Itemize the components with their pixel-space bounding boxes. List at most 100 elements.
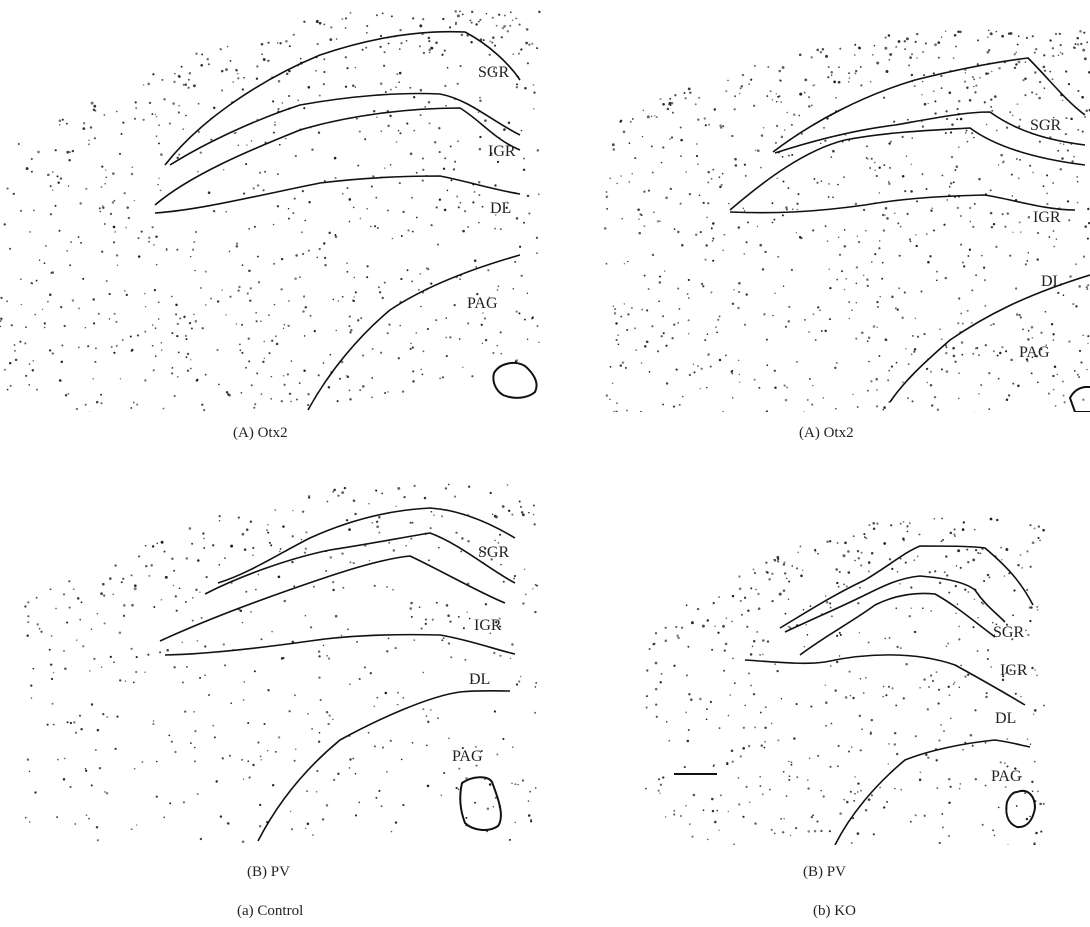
- cell-dot: [737, 359, 740, 362]
- cell-dot: [960, 341, 964, 344]
- cell-dot: [346, 187, 349, 190]
- cell-dot: [302, 252, 305, 256]
- cell-dot: [26, 634, 29, 637]
- cell-dot: [47, 173, 50, 177]
- cell-dot: [241, 621, 244, 624]
- cell-dot: [910, 73, 914, 77]
- cell-dot: [723, 669, 726, 672]
- cell-dot: [868, 524, 871, 527]
- cell-dot: [743, 163, 747, 166]
- cell-dot: [391, 237, 394, 240]
- cell-dot: [184, 334, 188, 338]
- cell-dot: [973, 598, 976, 601]
- cell-dot: [820, 330, 823, 332]
- cell-dot: [624, 366, 627, 369]
- cell-dot: [221, 89, 224, 92]
- cell-dot: [707, 202, 710, 205]
- cell-dot: [454, 495, 457, 498]
- cell-dot: [791, 154, 794, 156]
- cell-dot: [928, 686, 931, 688]
- cell-dot: [1039, 802, 1042, 806]
- cell-dot: [1086, 288, 1089, 290]
- cell-dot: [910, 163, 913, 166]
- cell-dot: [677, 230, 680, 234]
- cell-dot: [307, 403, 310, 407]
- cell-dot: [212, 209, 216, 213]
- cell-dot: [182, 83, 185, 86]
- cell-dot: [144, 544, 147, 547]
- cell-dot: [751, 645, 754, 648]
- cell-dot: [222, 168, 225, 171]
- cell-dot: [1010, 358, 1013, 362]
- cell-dot: [888, 181, 890, 183]
- cell-dot: [899, 522, 902, 525]
- cell-dot: [673, 664, 676, 667]
- cell-dot: [866, 340, 869, 343]
- cell-dot: [355, 117, 358, 120]
- cell-dot: [983, 101, 986, 104]
- cell-dot: [685, 804, 687, 807]
- cell-dot: [788, 305, 791, 309]
- cell-dot: [606, 208, 608, 210]
- cell-dot: [503, 14, 506, 17]
- cell-dot: [896, 645, 899, 649]
- cell-dot: [707, 838, 709, 841]
- cell-dot: [725, 617, 728, 620]
- cell-dot: [535, 682, 538, 684]
- cell-dot: [879, 786, 881, 789]
- cell-dot: [324, 263, 327, 267]
- cell-dot: [392, 549, 396, 552]
- cell-dot: [102, 582, 105, 586]
- cell-dot: [933, 395, 937, 399]
- cell-dot: [375, 520, 379, 524]
- cell-dot: [1065, 70, 1068, 73]
- cell-dot: [473, 191, 476, 193]
- cell-dot: [906, 530, 909, 533]
- cell-dot: [460, 33, 464, 37]
- cell-dot: [867, 641, 870, 644]
- cell-dot: [156, 542, 159, 545]
- cell-dot: [1071, 160, 1074, 163]
- cell-dot: [288, 95, 291, 97]
- stained-cells: [603, 29, 1090, 412]
- cell-dot: [860, 789, 862, 792]
- cell-dot: [444, 157, 447, 160]
- cell-dot: [300, 538, 303, 541]
- cell-dot: [902, 520, 905, 523]
- cell-dot: [1048, 236, 1051, 238]
- cell-dot: [787, 187, 790, 190]
- cell-dot: [171, 557, 174, 561]
- cell-dot: [720, 183, 723, 186]
- cell-dot: [1040, 830, 1043, 833]
- cell-dot: [813, 548, 817, 552]
- cell-dot: [688, 693, 691, 696]
- cell-dot: [332, 718, 334, 721]
- cell-dot: [533, 91, 536, 94]
- cell-dot: [307, 86, 311, 89]
- cell-dot: [911, 53, 913, 56]
- cell-dot: [766, 95, 769, 98]
- cell-dot: [120, 133, 123, 135]
- cell-dot: [875, 377, 878, 381]
- cell-dot: [271, 630, 273, 633]
- cell-dot: [1046, 192, 1049, 195]
- sgr-igr-boundary: [784, 575, 1006, 633]
- cell-dot: [1004, 786, 1007, 788]
- cell-dot: [1001, 34, 1004, 38]
- cell-dot: [160, 342, 163, 344]
- cell-dot: [865, 157, 868, 159]
- cell-dot: [1061, 157, 1064, 160]
- cell-dot: [793, 113, 796, 116]
- cell-dot: [282, 327, 285, 330]
- cell-dot: [884, 46, 888, 50]
- cell-dot: [526, 62, 530, 65]
- cell-dot: [419, 88, 423, 92]
- cell-dot: [901, 381, 904, 384]
- cell-dot: [651, 253, 655, 257]
- cell-dot: [123, 604, 126, 607]
- cell-dot: [695, 155, 699, 158]
- cell-dot: [427, 100, 431, 104]
- cell-dot: [481, 342, 484, 345]
- cell-dot: [9, 247, 12, 250]
- cell-dot: [830, 722, 833, 725]
